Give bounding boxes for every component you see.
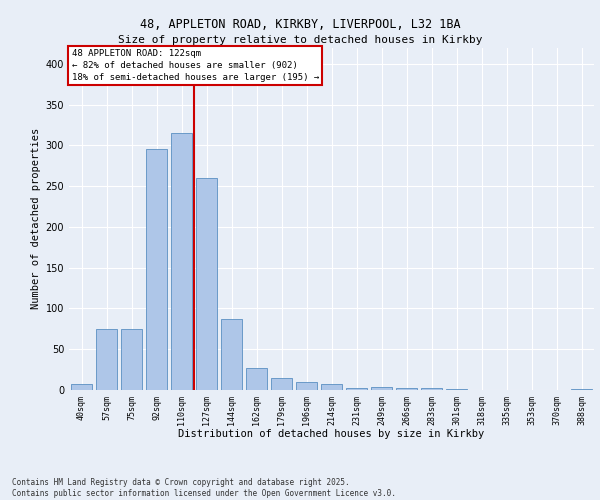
Text: Size of property relative to detached houses in Kirkby: Size of property relative to detached ho… [118,35,482,45]
Bar [121,329,142,390]
Text: 48, APPLETON ROAD, KIRKBY, LIVERPOOL, L32 1BA: 48, APPLETON ROAD, KIRKBY, LIVERPOOL, L3… [140,18,460,30]
Bar [296,382,317,390]
Bar [221,319,242,390]
Bar [71,384,92,390]
Bar [246,368,267,390]
Bar [571,389,592,390]
Bar [321,384,342,390]
Bar [371,386,392,390]
Bar [196,178,217,390]
Bar [271,378,292,390]
Bar [421,388,442,390]
Bar [146,150,167,390]
Text: Contains HM Land Registry data © Crown copyright and database right 2025.
Contai: Contains HM Land Registry data © Crown c… [12,478,396,498]
Bar [171,133,192,390]
Bar [346,388,367,390]
Bar [396,388,417,390]
Bar [96,329,117,390]
Text: 48 APPLETON ROAD: 122sqm
← 82% of detached houses are smaller (902)
18% of semi-: 48 APPLETON ROAD: 122sqm ← 82% of detach… [71,49,319,82]
Bar [446,389,467,390]
X-axis label: Distribution of detached houses by size in Kirkby: Distribution of detached houses by size … [178,429,485,439]
Y-axis label: Number of detached properties: Number of detached properties [31,128,41,310]
